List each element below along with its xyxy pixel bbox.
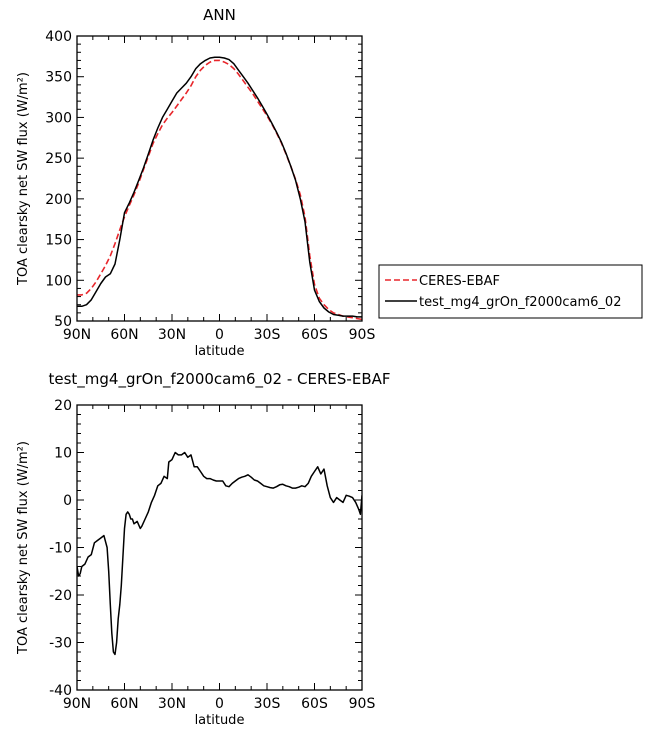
legend-label-ceres-ebaf: CERES-EBAF xyxy=(419,274,500,289)
top-y-tick-label: 50 xyxy=(54,314,72,330)
bottom-chart-title: test_mg4_grOn_f2000cam6_02 - CERES-EBAF xyxy=(48,370,390,389)
top-y-tick-label: 150 xyxy=(45,233,72,249)
bottom-x-tick-label: 30S xyxy=(254,696,281,712)
top-x-tick-label: 0 xyxy=(215,327,224,343)
top-y-tick-label: 200 xyxy=(45,192,72,208)
top-series-group xyxy=(77,56,362,321)
bottom-y-tick-label: -40 xyxy=(49,683,72,699)
top-y-tick-label: 250 xyxy=(45,151,72,167)
top-series-line-ceres-ebaf xyxy=(77,59,362,321)
bottom-x-tick-label: 90S xyxy=(349,696,376,712)
top-x-tick-label: 30N xyxy=(158,327,186,343)
top-plot-frame xyxy=(76,35,363,322)
top-x-tick-label: 60S xyxy=(301,327,328,343)
bottom-series-line-difference xyxy=(77,451,362,656)
bottom-chart-panel: 90N 60N 30N 0 30S 60S 90S -40 -30 -20 -10 0 10 20 test… xyxy=(16,370,391,728)
bottom-y-tick-label: -30 xyxy=(49,636,72,652)
bottom-y-tick-label: 20 xyxy=(54,398,72,414)
bottom-y-tick-label: 10 xyxy=(54,446,72,462)
top-x-tick-label: 30S xyxy=(254,327,281,343)
bottom-y-tick-label: -20 xyxy=(49,588,72,604)
bottom-series-group xyxy=(77,451,362,656)
top-series-line-test-mg4-gron-f2000cam6-02 xyxy=(77,56,362,318)
top-y-tick-label: 400 xyxy=(45,29,72,45)
top-y-axis-label: TOA clearsky net SW flux (W/m²) xyxy=(16,72,31,286)
top-x-tick-label: 90S xyxy=(349,327,376,343)
top-y-tick-label: 350 xyxy=(45,70,72,86)
bottom-x-tick-label: 0 xyxy=(215,696,224,712)
top-y-tick-label: 300 xyxy=(45,110,72,126)
bottom-x-tick-label: 90N xyxy=(63,696,91,712)
top-x-tick-label: 90N xyxy=(63,327,91,343)
legend-box xyxy=(378,264,643,319)
legend-label-test-mg4-gron-f2000cam6-02: test_mg4_grOn_f2000cam6_02 xyxy=(419,295,621,310)
top-x-axis-label: latitude xyxy=(195,344,245,359)
top-x-tick-label: 60N xyxy=(110,327,138,343)
bottom-y-axis-label: TOA clearsky net SW flux (W/m²) xyxy=(16,441,31,655)
bottom-x-tick-label: 60N xyxy=(110,696,138,712)
bottom-x-tick-label: 60S xyxy=(301,696,328,712)
chart-legend: CERES-EBAF test_mg4_grOn_f2000cam6_02 xyxy=(378,264,643,319)
bottom-y-tick-label: -10 xyxy=(49,541,72,557)
bottom-plot-frame xyxy=(76,404,363,691)
bottom-x-axis-label: latitude xyxy=(195,713,245,728)
top-y-tick-label: 100 xyxy=(45,273,72,289)
bottom-y-tick-label: 0 xyxy=(63,493,72,509)
top-chart-panel: 90N 60N 30N 0 30S 60S 90S 50 100 150 200 250 300 350 4… xyxy=(16,6,375,359)
top-chart-title: ANN xyxy=(203,6,236,24)
bottom-x-tick-label: 30N xyxy=(158,696,186,712)
